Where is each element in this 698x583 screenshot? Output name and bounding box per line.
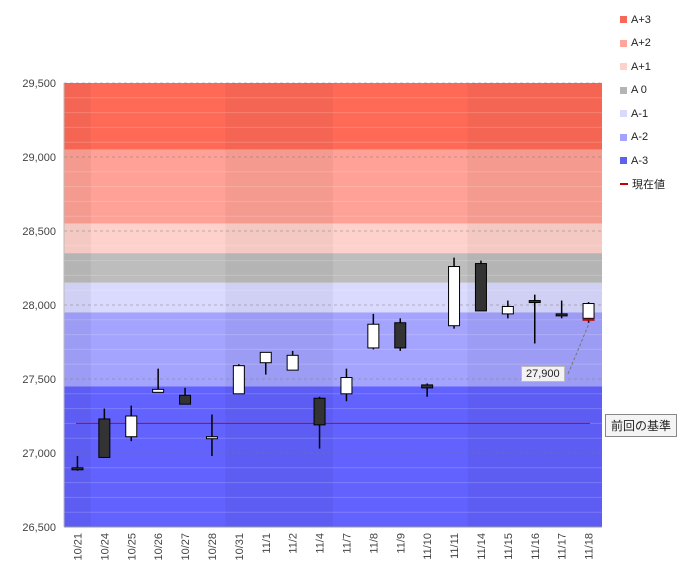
legend-label: A+3 [631, 13, 651, 26]
x-tick-label: 11/4 [315, 533, 327, 554]
y-tick-label: 29,000 [22, 152, 56, 164]
legend-item-a-minus-3: A-3 [620, 149, 695, 173]
candle-body [71, 467, 84, 471]
reference-line-label: 前回の基準 [605, 414, 678, 437]
band-a-2 [64, 312, 602, 387]
x-tick-label: 11/18 [584, 533, 596, 560]
band-a-plus-2 [64, 149, 602, 224]
candle-body [474, 263, 487, 312]
legend-label: A-2 [631, 131, 649, 144]
y-tick-label: 26,500 [22, 522, 56, 534]
x-tick-label: 10/26 [153, 533, 165, 561]
column-shade [64, 83, 91, 527]
legend: A+3 A+2 A+1 A 0 A-1 A-2 A-3 現在値 [620, 8, 695, 196]
legend-swatch [620, 63, 627, 71]
x-tick-label: 11/10 [422, 533, 434, 560]
candle-body [501, 305, 514, 315]
x-tick-label: 11/17 [557, 533, 569, 560]
candle-body [205, 436, 218, 440]
x-tick-label: 10/21 [72, 533, 84, 561]
legend-label: A-1 [631, 107, 649, 120]
candle-body [232, 365, 245, 395]
candle-body [421, 384, 434, 389]
x-tick-label: 11/7 [341, 533, 353, 554]
legend-label: 現在値 [632, 179, 665, 192]
candle-body [582, 303, 595, 319]
legend-swatch [620, 86, 627, 94]
x-tick-label: 11/9 [395, 533, 407, 554]
candle-body [394, 322, 407, 349]
legend-line [620, 183, 628, 186]
x-tick-label: 10/27 [180, 533, 192, 561]
legend-label: A+1 [631, 60, 651, 73]
y-tick-label: 27,000 [22, 448, 56, 460]
legend-item-a-plus-2: A+2 [620, 32, 695, 56]
candle-body [98, 418, 111, 458]
candle-body [152, 388, 165, 393]
band-a-3 [64, 386, 602, 527]
candle-body [555, 313, 568, 317]
legend-item-a-minus-1: A-1 [620, 102, 695, 126]
candle-body [286, 354, 299, 371]
candle-body [528, 300, 541, 304]
candle-body [125, 415, 138, 438]
x-tick-label: 11/1 [261, 533, 273, 554]
legend-item-current-value: 現在値 [620, 173, 695, 197]
x-tick-label: 10/31 [234, 533, 246, 561]
candle-body [448, 266, 461, 327]
legend-item-a-plus-3: A+3 [620, 8, 695, 32]
y-tick-label: 29,500 [22, 78, 56, 90]
current-price-label: 27,900 [521, 366, 565, 382]
candle-body [367, 323, 380, 349]
candle-body [313, 397, 326, 426]
legend-label: A 0 [631, 84, 647, 97]
band-a-plus-3 [64, 83, 602, 150]
legend-swatch [620, 157, 627, 165]
x-tick-label: 10/25 [126, 533, 138, 561]
legend-label: A-3 [631, 154, 649, 167]
column-shade [225, 83, 333, 527]
y-tick-label: 28,000 [22, 300, 56, 312]
candle-body [179, 394, 192, 405]
legend-swatch [620, 133, 627, 141]
band-a-plus-1 [64, 223, 602, 254]
x-tick-label: 11/16 [530, 533, 542, 560]
x-tick-label: 10/28 [207, 533, 219, 561]
legend-label: A+2 [631, 37, 651, 50]
legend-item-a-plus-1: A+1 [620, 55, 695, 79]
x-tick-label: 11/15 [503, 533, 515, 560]
x-tick-label: 10/24 [99, 533, 111, 561]
band-a-0 [64, 253, 602, 283]
y-tick-label: 28,500 [22, 226, 56, 238]
legend-item-a-0: A 0 [620, 79, 695, 103]
x-tick-label: 11/8 [368, 533, 380, 554]
candle-body [259, 351, 272, 364]
x-tick-label: 11/11 [449, 533, 461, 559]
legend-item-a-minus-2: A-2 [620, 126, 695, 150]
y-tick-label: 27,500 [22, 374, 56, 386]
legend-swatch [620, 16, 627, 24]
x-tick-label: 11/2 [288, 533, 300, 554]
legend-swatch [620, 39, 627, 47]
candle-body [340, 377, 353, 395]
legend-swatch [620, 110, 627, 118]
x-tick-label: 11/14 [476, 533, 488, 560]
